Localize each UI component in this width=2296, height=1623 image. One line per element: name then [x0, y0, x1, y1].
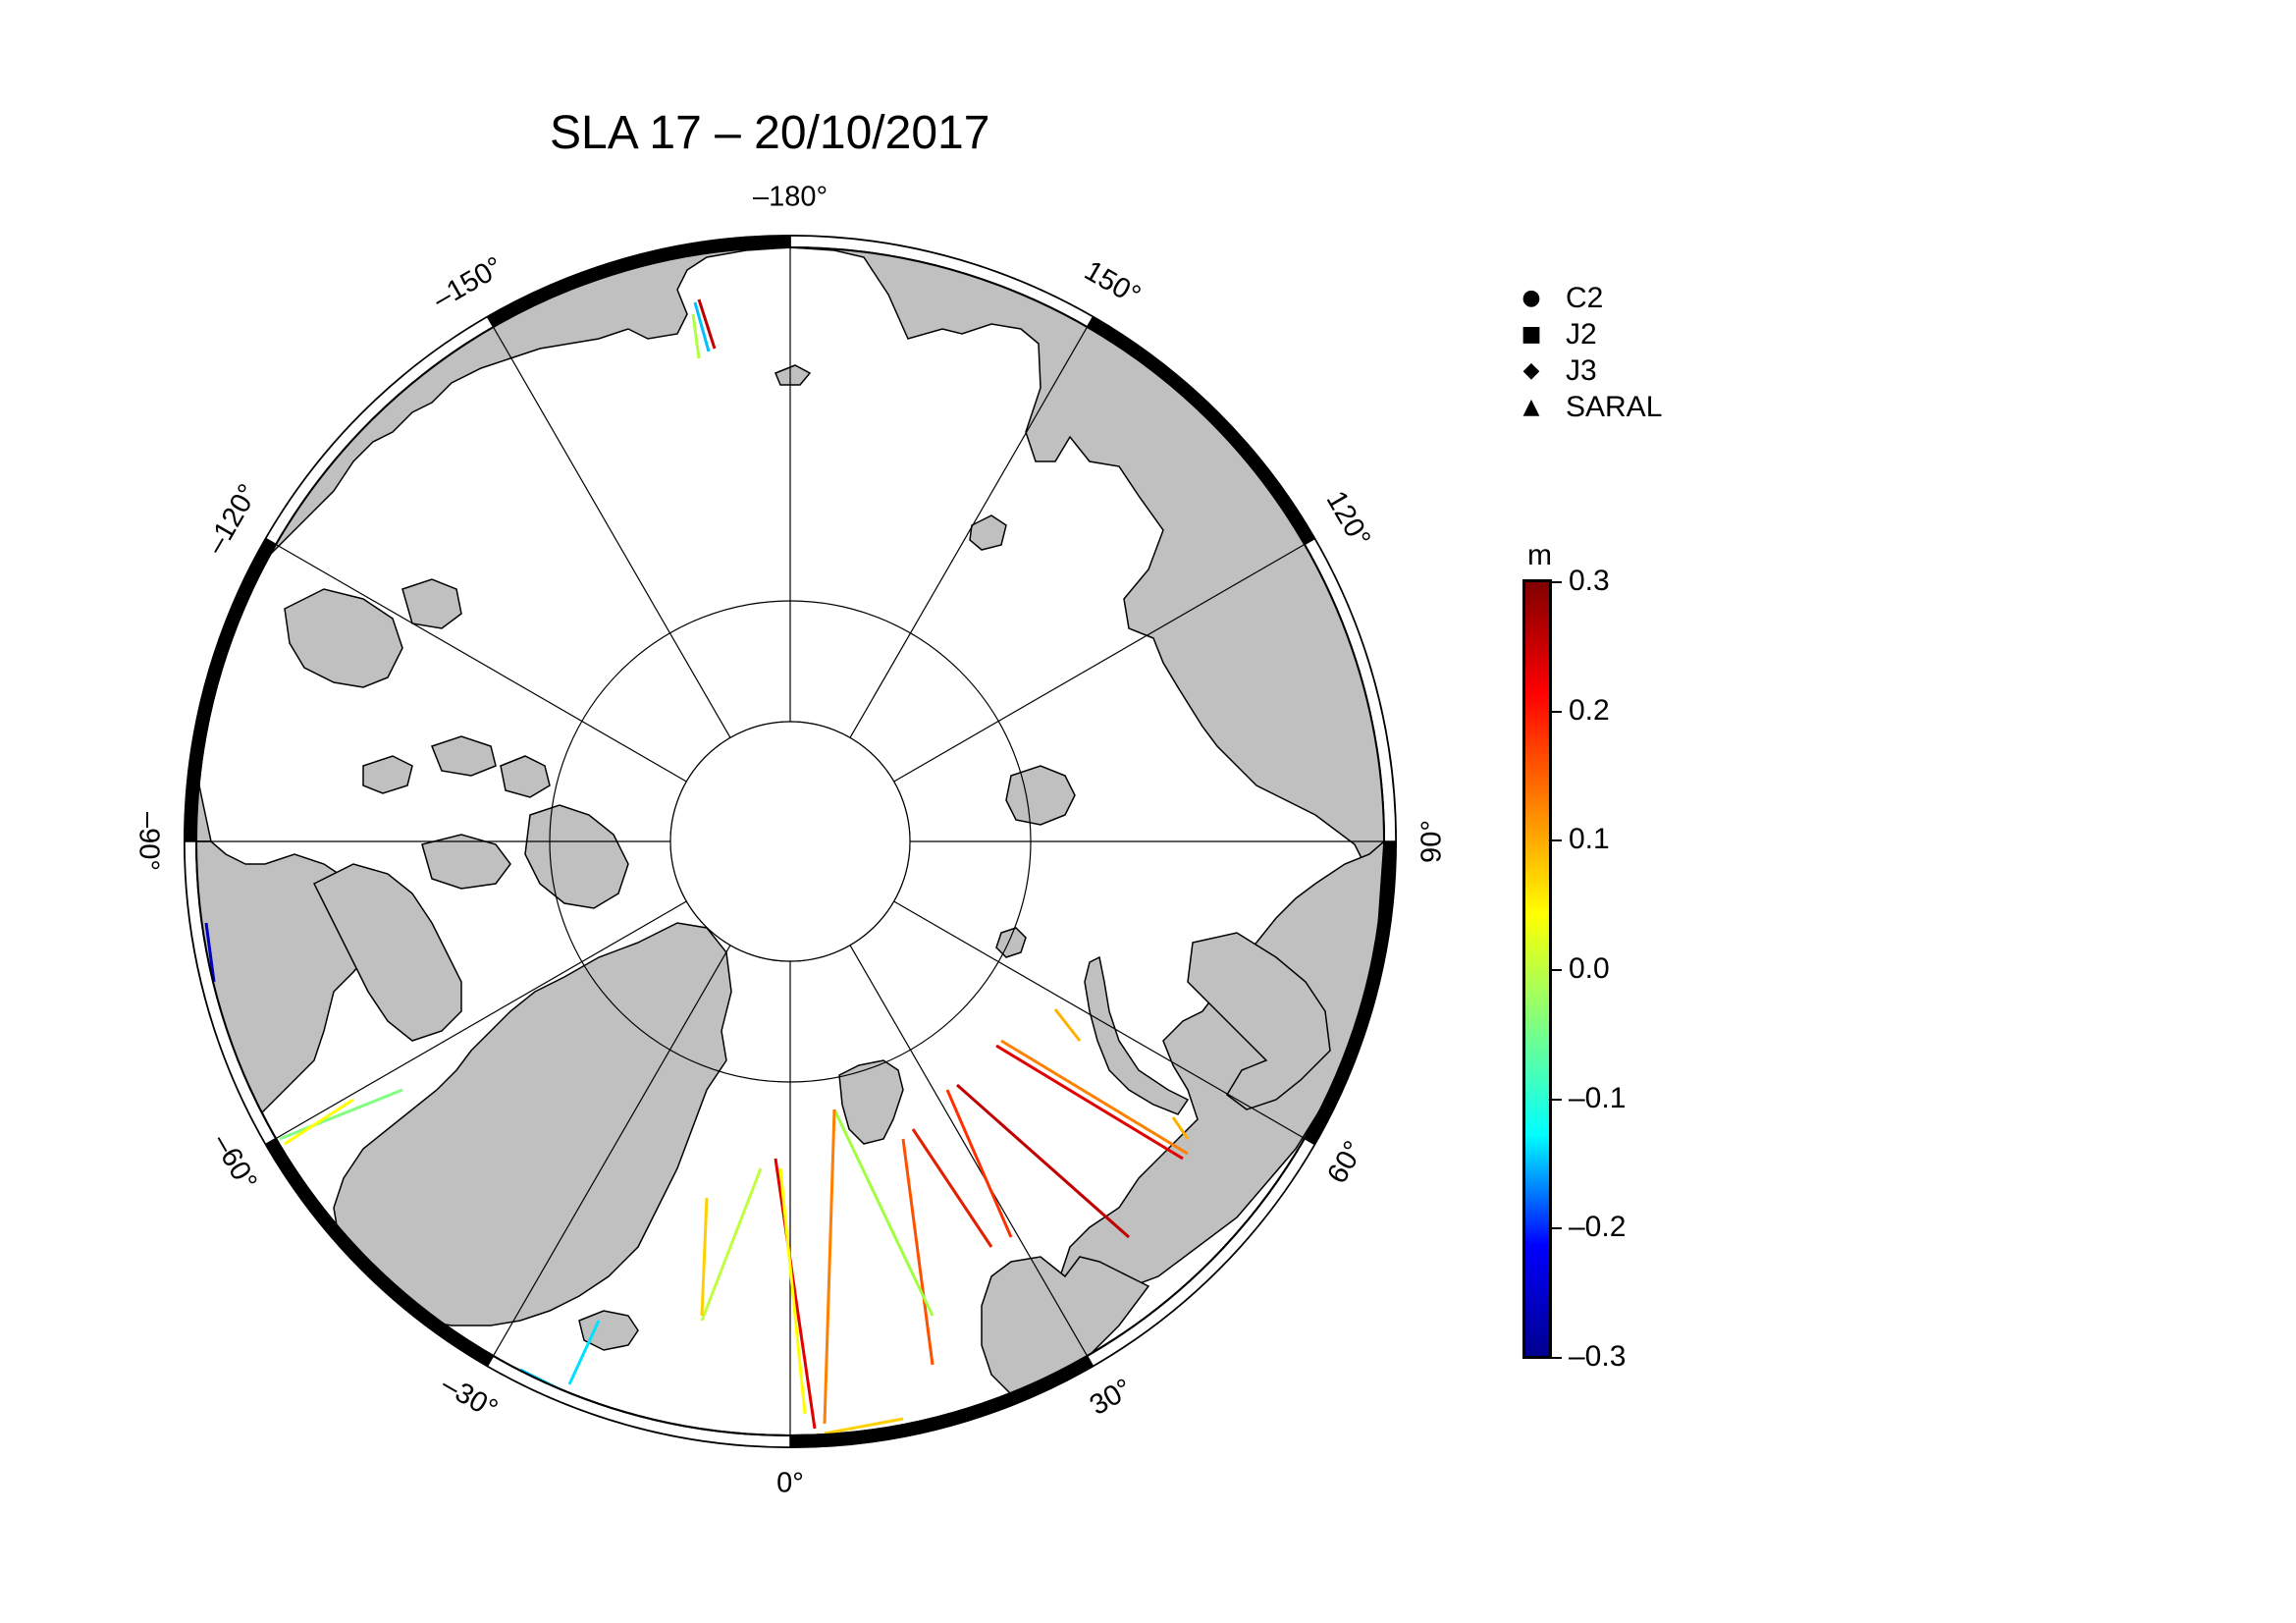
legend-item-j2: ■ J2 — [1517, 316, 1662, 352]
longitude-label: 120° — [1320, 486, 1377, 553]
land-severnaya-zemlya — [1005, 765, 1076, 826]
colorbar-tick — [1552, 969, 1562, 971]
map-title: SLA 17 – 20/10/2017 — [550, 107, 990, 159]
meridian-line — [275, 543, 687, 783]
diamond-icon: ◆ — [1522, 358, 1540, 383]
longitude-label: 30° — [1085, 1373, 1138, 1422]
land-svalbard — [838, 1059, 904, 1145]
track — [774, 1158, 817, 1430]
longitude-label: 60° — [1321, 1136, 1370, 1189]
land-north-russia — [1059, 839, 1384, 1307]
colorbar-tick-label: 0.0 — [1569, 952, 1610, 985]
track — [693, 301, 711, 352]
legend-label: SARAL — [1566, 390, 1663, 423]
track — [1053, 1008, 1082, 1042]
longitude-label: –60° — [206, 1129, 263, 1196]
colorbar-tick-label: 0.1 — [1569, 823, 1610, 856]
meridian-line — [492, 945, 731, 1357]
circle-icon: ● — [1522, 286, 1541, 310]
meridian-line — [849, 945, 1089, 1357]
legend-item-j3: ◆ J3 — [1517, 352, 1662, 389]
track — [1000, 1039, 1189, 1156]
colorbar-tick-label: –0.2 — [1569, 1211, 1627, 1244]
legend-item-c2: ● C2 — [1517, 280, 1662, 316]
longitude-label: –150° — [428, 251, 508, 316]
colorbar-tick-label: –0.1 — [1569, 1081, 1627, 1114]
track — [945, 1089, 1013, 1238]
land-iceland — [578, 1310, 639, 1351]
colorbar-tick — [1552, 839, 1562, 842]
longitude-label: –90° — [133, 812, 164, 871]
colorbar-unit: m — [1527, 539, 1552, 571]
longitude-label: –180° — [753, 182, 828, 213]
track — [697, 298, 717, 350]
legend-label: J2 — [1566, 317, 1597, 351]
legend-item-saral: ▲ SARAL — [1517, 389, 1663, 425]
land-novaya-zemlya — [1084, 955, 1190, 1115]
satellite-legend: ● C2 ■ J2 ◆ J3 ▲ SARAL — [1517, 280, 1663, 425]
track — [567, 1320, 601, 1385]
meridian-line — [893, 543, 1306, 783]
land-axel-heiberg — [500, 755, 551, 798]
track — [823, 1109, 836, 1425]
longitude-label: 150° — [1079, 255, 1146, 312]
legend-label: J3 — [1566, 353, 1597, 387]
track — [778, 1167, 807, 1415]
triangle-icon: ▲ — [1522, 395, 1540, 419]
meridian-line — [849, 326, 1089, 738]
longitude-label: 90° — [1416, 820, 1448, 863]
land-baffin-island — [312, 863, 462, 1042]
land-somerset — [362, 755, 413, 794]
colorbar-tick — [1552, 710, 1562, 713]
track — [995, 1044, 1184, 1161]
legend-label: C2 — [1566, 281, 1604, 314]
land-victoria-island — [284, 588, 403, 688]
track — [832, 1109, 934, 1317]
colorbar-tick-label: –0.3 — [1569, 1340, 1627, 1373]
longitude-label: 0° — [776, 1468, 804, 1499]
pole-cap — [669, 721, 911, 962]
land-wrangel — [774, 364, 812, 386]
graticule — [196, 247, 1384, 1435]
colorbar-tick-label: 0.3 — [1569, 565, 1610, 597]
track — [284, 1098, 354, 1146]
track — [700, 1167, 763, 1322]
colorbar — [1522, 579, 1552, 1359]
square-icon: ■ — [1521, 322, 1542, 347]
track — [911, 1128, 993, 1248]
track — [824, 1417, 904, 1435]
meridian-line — [893, 900, 1306, 1140]
colorbar-tick — [1552, 581, 1562, 583]
land-parry-islands — [431, 735, 497, 777]
track — [901, 1138, 934, 1366]
longitude-label: –30° — [436, 1369, 503, 1426]
land-new-siberian — [969, 514, 1007, 551]
land-russia-mid — [1187, 932, 1331, 1110]
track — [279, 1088, 403, 1141]
land-devon — [421, 834, 511, 890]
meridians — [196, 247, 1384, 1435]
track — [204, 922, 216, 983]
colorbar-tick — [1552, 1227, 1562, 1230]
colorbar-tick — [1552, 1357, 1562, 1359]
track — [691, 313, 701, 359]
land-franz-josef — [995, 927, 1027, 958]
colorbar-tick — [1552, 1098, 1562, 1101]
land-ellesmere — [524, 804, 629, 909]
colorbar-tick-label: 0.2 — [1569, 693, 1610, 727]
track — [700, 1197, 709, 1317]
track — [956, 1083, 1130, 1239]
track — [1171, 1116, 1190, 1140]
meridian-line — [492, 326, 731, 738]
longitude-label: –120° — [200, 479, 265, 560]
meridian-line — [275, 900, 687, 1140]
